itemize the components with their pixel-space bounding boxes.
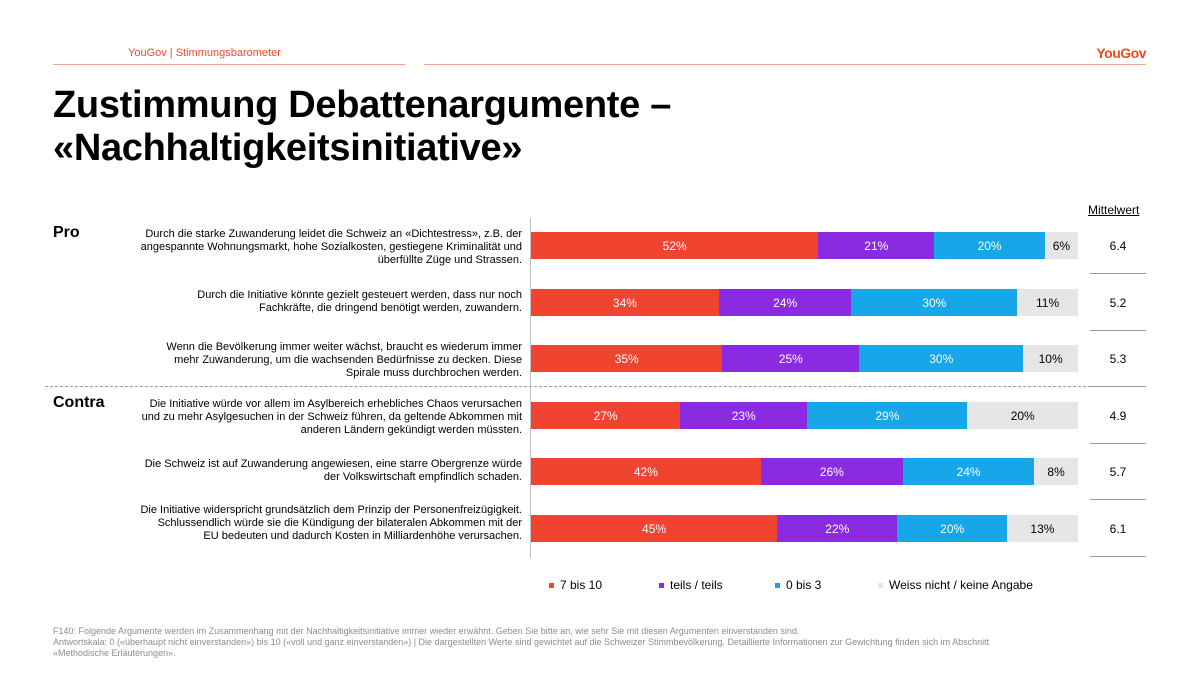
- legend-label: teils / teils: [670, 578, 723, 592]
- legend-swatch: [775, 582, 780, 588]
- legend-swatch: [549, 582, 554, 588]
- argument-label: Durch die starke Zuwanderung leidet die …: [140, 228, 522, 266]
- page-title: Zustimmung Debattenargumente – «Nachhalt…: [53, 84, 671, 170]
- argument-label: Die Schweiz ist auf Zuwanderung angewies…: [144, 458, 522, 483]
- legend-item: teils / teils: [659, 578, 723, 592]
- data-label: 35%: [614, 351, 639, 366]
- stacked-bar: 45% 22% 20% 13%: [531, 515, 1078, 542]
- bar-segment: 30%: [859, 345, 1024, 372]
- mean-value: 6.4: [1109, 239, 1127, 253]
- footnote-question: F140: Folgende Argumente werden im Zusam…: [53, 626, 800, 636]
- bar-segment: 29%: [807, 402, 968, 429]
- argument-label: Wenn die Bevölkerung immer weiter wächst…: [166, 341, 522, 379]
- data-label: 29%: [875, 408, 900, 423]
- bar-segment: 52%: [531, 232, 819, 259]
- bar-segment: 11%: [1017, 289, 1078, 316]
- bar-segment: 42%: [531, 458, 761, 485]
- bar-segment: 10%: [1023, 345, 1078, 372]
- data-label: 25%: [778, 351, 803, 366]
- stacked-bar: 27% 23% 29% 20%: [531, 402, 1078, 429]
- stacked-bar: 34% 24% 30% 11%: [531, 289, 1078, 316]
- bar-segment: 30%: [851, 289, 1018, 316]
- mean-column-header: Mittelwert: [1088, 203, 1140, 217]
- header-divider-right: [424, 64, 1146, 65]
- data-label: 20%: [940, 521, 965, 536]
- legend-item: 7 bis 10: [549, 578, 602, 592]
- page-title-line2: «Nachhaltigkeitsinitiative»: [53, 127, 523, 169]
- data-label: 23%: [731, 408, 756, 423]
- bar-segment: 13%: [1006, 515, 1078, 542]
- data-label: 8%: [1047, 464, 1065, 479]
- data-label: 6%: [1052, 238, 1071, 253]
- bar-segment: 26%: [760, 458, 903, 485]
- legend-label: Weiss nicht / keine Angabe: [889, 578, 1033, 592]
- bar-segment: 21%: [818, 232, 935, 259]
- legend-swatch: [878, 582, 883, 588]
- bar-segment: 27%: [531, 402, 681, 429]
- chart-axis-line: [530, 218, 531, 558]
- mean-divider: [1090, 499, 1146, 500]
- data-label: 21%: [864, 238, 889, 253]
- legend-item: Weiss nicht / keine Angabe: [878, 578, 1033, 592]
- report-source-label: YouGov | Stimmungsbarometer: [128, 47, 281, 59]
- bar-segment: 20%: [934, 232, 1045, 259]
- mean-value: 5.3: [1109, 352, 1127, 366]
- data-label: 26%: [819, 464, 844, 479]
- legend-label: 0 bis 3: [786, 578, 822, 592]
- data-label: 22%: [825, 521, 850, 536]
- stacked-bar: 52% 21% 20% 6%: [531, 232, 1078, 259]
- mean-divider: [1090, 386, 1146, 387]
- bar-segment: 6%: [1044, 232, 1078, 259]
- data-label: 20%: [1010, 408, 1035, 423]
- data-label: 34%: [612, 295, 637, 310]
- data-label: 24%: [773, 295, 798, 310]
- header-divider-left: [53, 64, 405, 65]
- mean-divider: [1090, 273, 1146, 274]
- bar-segment: 45%: [531, 515, 778, 542]
- yougov-logo: YouGov: [1096, 45, 1146, 61]
- stacked-bar: 35% 25% 30% 10%: [531, 345, 1078, 372]
- legend-item: 0 bis 3: [775, 578, 821, 592]
- mean-value: 6.1: [1109, 522, 1127, 536]
- mean-divider: [1090, 330, 1146, 331]
- group-label-pro: Pro: [53, 224, 80, 241]
- bar-segment: 8%: [1034, 458, 1078, 485]
- data-label: 20%: [977, 238, 1002, 253]
- legend-label: 7 bis 10: [560, 578, 603, 592]
- mean-divider: [1090, 443, 1146, 444]
- mean-value: 5.2: [1109, 296, 1127, 310]
- data-label: 27%: [593, 408, 618, 423]
- data-label: 52%: [662, 238, 687, 253]
- data-label: 42%: [633, 464, 658, 479]
- data-label: 10%: [1038, 351, 1063, 366]
- mean-value: 4.9: [1109, 409, 1127, 423]
- mean-value: 5.7: [1109, 465, 1127, 479]
- bar-segment: 22%: [777, 515, 898, 542]
- data-label: 11%: [1036, 295, 1060, 310]
- data-label: 30%: [922, 295, 947, 310]
- bar-segment: 23%: [680, 402, 808, 429]
- footnote-scale: Antwortskala: 0 («überhaupt nicht einver…: [53, 637, 990, 647]
- bar-segment: 20%: [897, 515, 1007, 542]
- group-label-contra: Contra: [53, 394, 105, 411]
- bar-segment: 35%: [531, 345, 723, 372]
- bar-segment: 24%: [902, 458, 1035, 485]
- group-separator: [45, 386, 1146, 387]
- argument-label: Die Initiative würde vor allem im Asylbe…: [141, 398, 522, 436]
- data-label: 24%: [956, 464, 981, 479]
- legend-swatch: [659, 582, 664, 588]
- data-label: 13%: [1030, 521, 1055, 536]
- footnote-reference: «Methodische Erläuterungen».: [53, 648, 176, 658]
- argument-label: Die Initiative widerspricht grundsätzlic…: [140, 504, 522, 542]
- bar-segment: 24%: [718, 289, 852, 316]
- bar-segment: 25%: [722, 345, 860, 372]
- mean-divider: [1090, 556, 1146, 557]
- stacked-bar: 42% 26% 24% 8%: [531, 458, 1078, 485]
- page-title-line1: Zustimmung Debattenargumente –: [53, 84, 672, 126]
- data-label: 45%: [642, 521, 667, 536]
- bar-segment: 20%: [967, 402, 1078, 429]
- argument-label: Durch die Initiative könnte gezielt gest…: [197, 289, 522, 314]
- bar-segment: 34%: [531, 289, 719, 316]
- data-label: 30%: [929, 351, 954, 366]
